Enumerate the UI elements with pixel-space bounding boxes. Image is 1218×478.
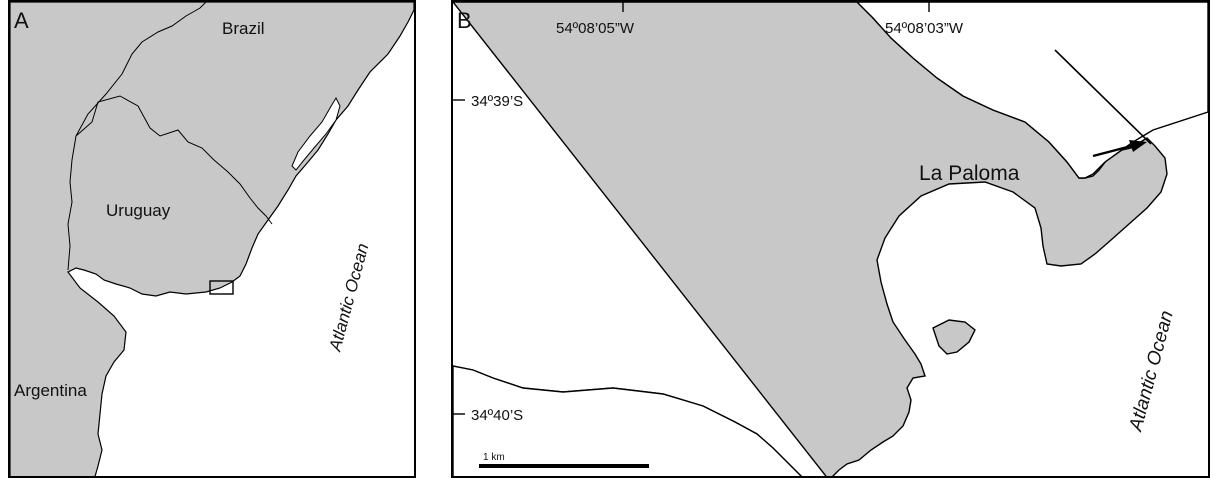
local-map-panel: B 54º08’05”W 54º08’03”W 34º39’S 34º40’S … [451, 0, 1210, 478]
south-water [453, 365, 802, 476]
lon-label-1: 54º08’05”W [556, 20, 635, 37]
panel-letter: B [457, 8, 472, 33]
panel-letter: A [14, 8, 29, 33]
label-brazil: Brazil [222, 19, 265, 38]
arrow-head [1129, 140, 1147, 152]
groin-line [1054, 49, 1152, 145]
ocean-label: Atlantic Ocean [1125, 308, 1178, 434]
brazil-argentina-border [75, 2, 207, 137]
lagoon [291, 96, 341, 171]
uruguay-border [67, 95, 273, 271]
label-argentina: Argentina [14, 381, 87, 400]
land-mass [10, 2, 414, 476]
regional-map-panel: A Brazil Uruguay Argentina Atlantic Ocea… [8, 0, 416, 478]
lat-label-2: 34º40’S [471, 407, 523, 424]
lat-label-1: 34º39’S [471, 93, 523, 110]
label-uruguay: Uruguay [106, 201, 171, 220]
local-map: B 54º08’05”W 54º08’03”W 34º39’S 34º40’S … [453, 2, 1208, 476]
label-ocean: Atlantic Ocean [325, 241, 372, 354]
inset-box [209, 280, 234, 295]
island [932, 319, 976, 355]
regional-map: A Brazil Uruguay Argentina Atlantic Ocea… [10, 2, 414, 476]
place-label: La Paloma [919, 162, 1020, 185]
scale-bar-label: 1 km [483, 452, 505, 463]
lon-label-2: 54º08’03”W [885, 20, 964, 37]
north-bay [856, 2, 1208, 179]
